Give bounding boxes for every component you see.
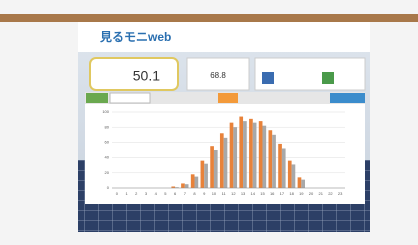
- bar: [253, 123, 257, 188]
- bar: [259, 121, 263, 188]
- bar: [210, 146, 214, 188]
- logo: 見るモニweb: [99, 29, 171, 44]
- bar: [282, 148, 286, 188]
- x-tick-label: 19: [299, 191, 304, 196]
- daily-power: 68.8: [210, 71, 226, 80]
- icon: [322, 72, 334, 84]
- y-tick-label: 80: [105, 124, 110, 129]
- bar: [278, 144, 282, 188]
- y-tick-label: 40: [105, 155, 110, 160]
- bar: [272, 135, 276, 188]
- tab[interactable]: [86, 93, 108, 103]
- y-tick-label: 100: [102, 109, 109, 114]
- bar: [239, 117, 243, 188]
- bar: [288, 161, 292, 188]
- x-tick-label: 21: [319, 191, 324, 196]
- button[interactable]: [330, 93, 365, 103]
- bar: [301, 180, 305, 188]
- x-tick-label: 18: [289, 191, 294, 196]
- bar: [230, 123, 234, 188]
- bar: [233, 127, 237, 188]
- bar: [224, 138, 228, 188]
- x-tick-label: 12: [231, 191, 236, 196]
- x-tick-label: 20: [309, 191, 314, 196]
- bar: [249, 119, 253, 188]
- x-tick-label: 23: [338, 191, 343, 196]
- y-tick-label: 20: [105, 170, 110, 175]
- bar: [191, 174, 195, 188]
- bar: [195, 177, 199, 188]
- bar: [220, 133, 224, 188]
- x-tick-label: 15: [260, 191, 265, 196]
- x-tick-label: 22: [328, 191, 333, 196]
- bar: [262, 126, 266, 188]
- bar: [268, 130, 272, 188]
- bar: [181, 183, 185, 188]
- top-bar: [0, 14, 418, 22]
- x-tick-label: 17: [280, 191, 285, 196]
- date-input[interactable]: [110, 93, 150, 103]
- bar: [292, 164, 296, 188]
- x-tick-label: 16: [270, 191, 275, 196]
- tab-active[interactable]: [218, 93, 238, 103]
- y-tick-label: 60: [105, 139, 110, 144]
- x-tick-label: 10: [212, 191, 217, 196]
- x-tick-label: 14: [251, 191, 256, 196]
- bar: [243, 121, 247, 188]
- x-tick-label: 13: [241, 191, 246, 196]
- bar: [214, 150, 218, 188]
- bar: [185, 184, 189, 188]
- bar: [204, 164, 208, 188]
- current-power: 50.1: [133, 68, 160, 84]
- bar: [201, 161, 205, 188]
- icon: [262, 72, 274, 84]
- bar: [298, 177, 302, 188]
